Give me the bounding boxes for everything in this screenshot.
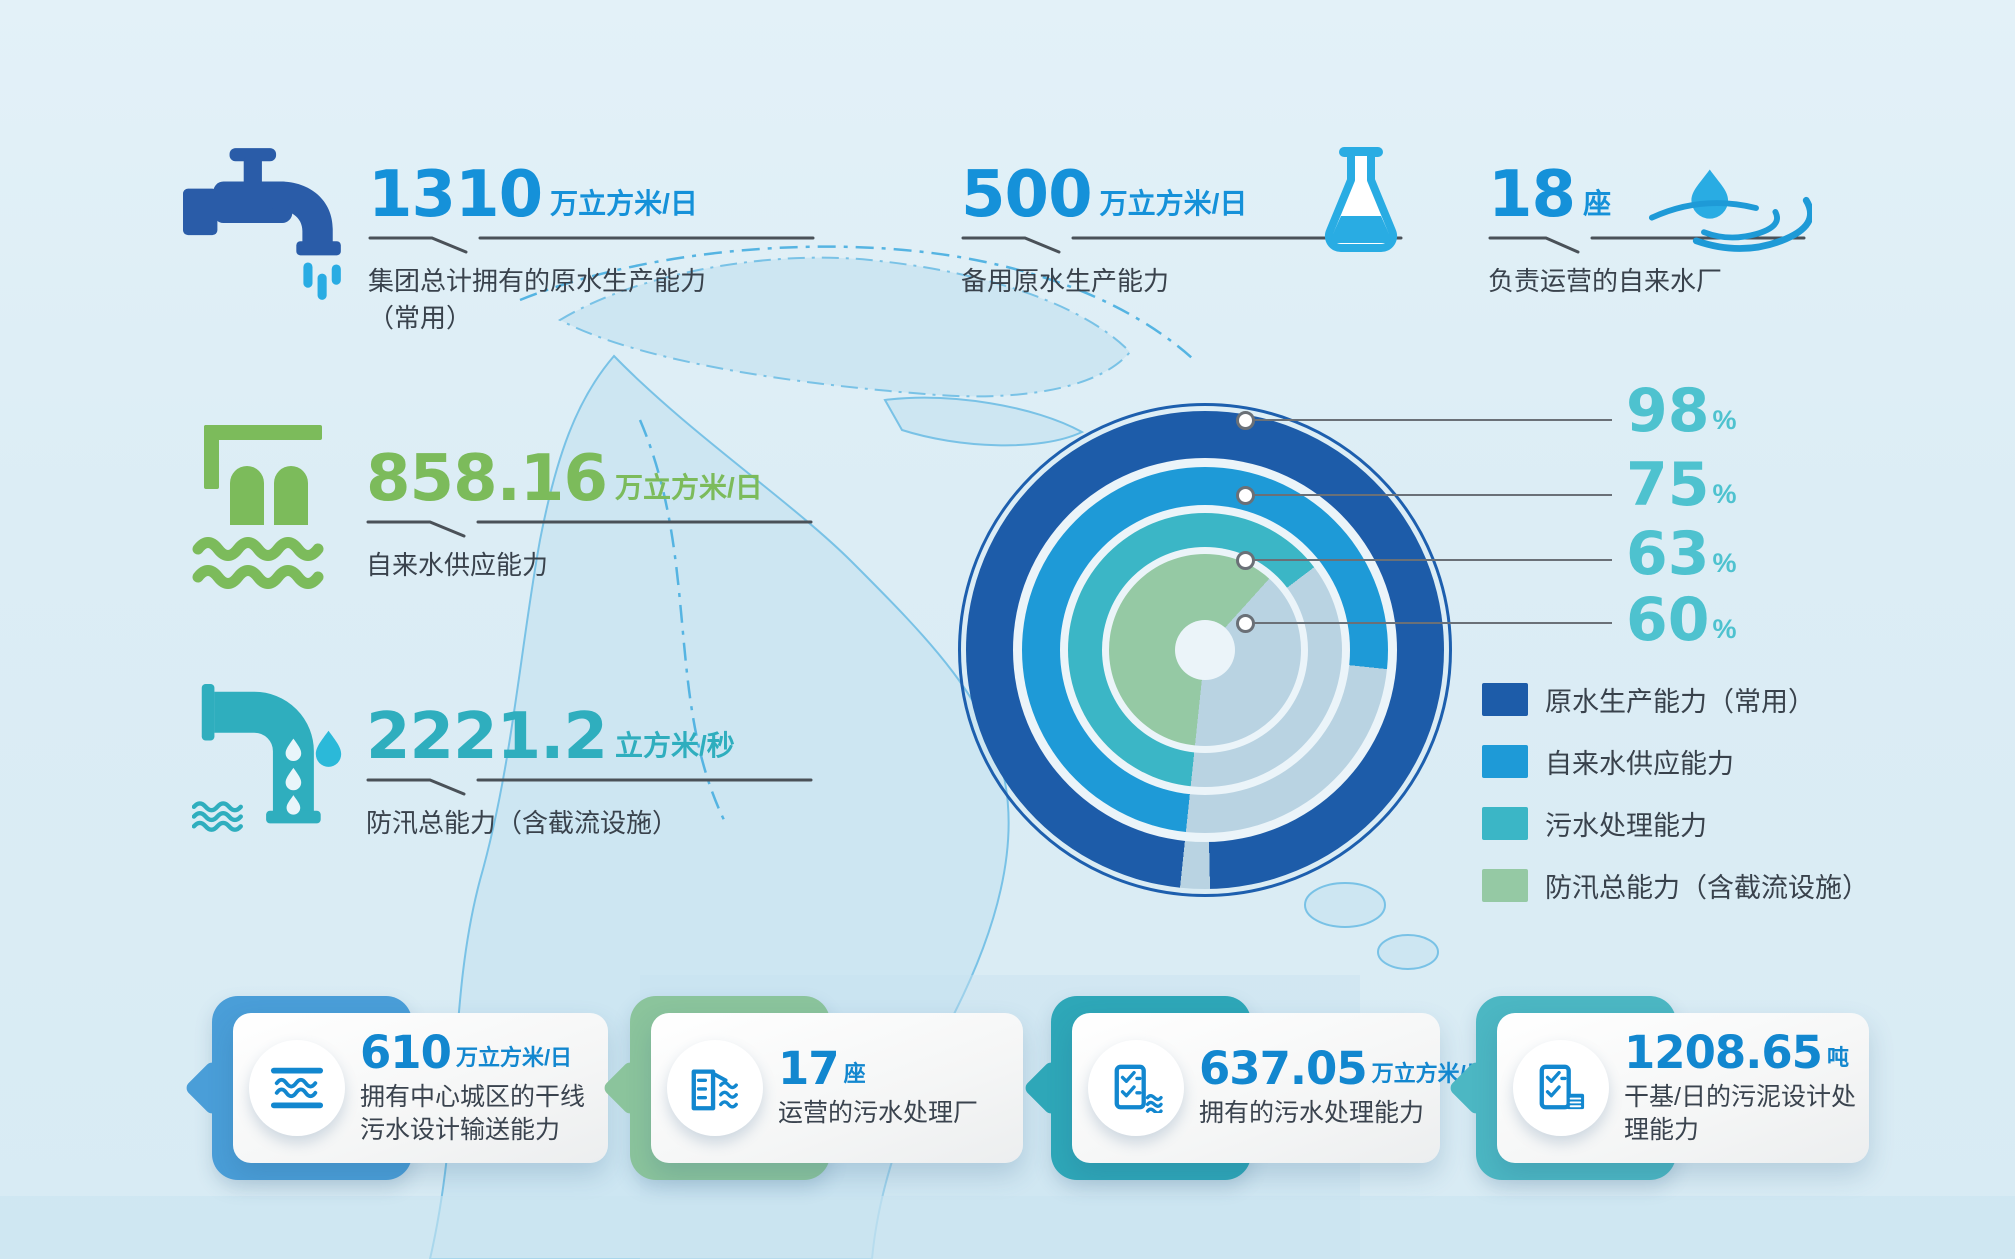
card-value: 610 <box>360 1025 452 1079</box>
card-value: 17 <box>778 1042 840 1095</box>
stat-flood-control: 2221.2 立方米/秒 防汛总能力（含截流设施） <box>366 700 813 842</box>
stat-tap-water-supply: 858.16 万立方米/日 自来水供应能力 <box>366 442 813 584</box>
stat-value: 1310 <box>368 158 543 232</box>
card-unit: 万立方米/日 <box>455 1044 573 1070</box>
legend-swatch-sage <box>1482 868 1528 902</box>
card-unit: 吨 <box>1826 1044 1849 1070</box>
stat-value: 2221.2 <box>366 700 608 774</box>
percent-label-flood: 60 % <box>1626 590 1737 650</box>
callout-line-60 <box>1250 622 1612 624</box>
percent-value: 63 <box>1626 519 1710 589</box>
card-icon-circle <box>1088 1040 1184 1136</box>
stat-description-line2: （常用） <box>368 303 473 334</box>
faucet-icon <box>183 148 341 300</box>
stat-description: 负责运营的自来水厂 <box>1488 266 1723 297</box>
map-boundary-dashdot <box>519 245 1193 823</box>
percent-value: 98 <box>1626 376 1710 446</box>
card-value: 1208.65 <box>1624 1025 1823 1079</box>
checklist-waves-icon <box>1114 1064 1163 1113</box>
radial-progress-chart <box>958 403 1452 897</box>
callout-line-98 <box>1250 419 1612 421</box>
legend-label: 防汛总能力（含截流设施） <box>1545 872 1869 903</box>
stat-unit: 万立方米/日 <box>614 472 763 504</box>
map-island-changxing <box>883 396 1085 447</box>
card-icon-circle <box>667 1040 763 1136</box>
legend-item: 自来水供应能力 <box>1482 744 1869 779</box>
card-sludge-treatment: 1208.65 吨 干基/日的污泥设计处理能力 <box>1497 1013 1869 1163</box>
underline-rule <box>368 236 815 254</box>
percent-label-sewage: 63 % <box>1626 524 1737 584</box>
stat-unit: 万立方米/日 <box>550 188 698 220</box>
legend-item: 原水生产能力（常用） <box>1482 682 1869 717</box>
sewage-mains-icon <box>270 1067 324 1109</box>
clipboard-doc-icon <box>1539 1064 1585 1110</box>
legend-swatch-dark-blue <box>1482 682 1528 716</box>
card-sewage-treatment: 637.05 万立方米/日 拥有的污水处理能力 <box>1072 1013 1488 1163</box>
card-treatment-plants: 17 座 运营的污水处理厂 <box>651 1013 1023 1163</box>
percent-sign: % <box>1712 405 1737 435</box>
percent-sign: % <box>1712 548 1737 578</box>
callout-dot <box>1236 551 1255 570</box>
stat-description: 自来水供应能力 <box>366 550 549 581</box>
callout-line-75 <box>1250 494 1612 496</box>
legend-item: 污水处理能力 <box>1482 806 1869 841</box>
card-description: 拥有中心城区的干线污水设计输送能力 <box>360 1082 586 1144</box>
percent-sign: % <box>1712 479 1737 509</box>
card-description: 拥有的污水处理能力 <box>1199 1099 1425 1127</box>
percent-label-raw-water: 98 % <box>1626 381 1737 441</box>
card-sewage-mains: 610 万立方米/日 拥有中心城区的干线污水设计输送能力 <box>233 1013 608 1163</box>
chart-center-hole <box>1175 620 1235 680</box>
legend-label: 原水生产能力（常用） <box>1545 686 1815 717</box>
callout-dot <box>1236 411 1255 430</box>
stat-value: 858.16 <box>366 442 608 516</box>
stat-waterworks-count: 18 座 负责运营的自来水厂 <box>1488 158 1806 300</box>
card-unit: 座 <box>843 1061 866 1086</box>
stat-backup-raw-water: 500 万立方米/日 备用原水生产能力 <box>961 158 1403 300</box>
map-islet <box>1377 934 1439 970</box>
callout-dot <box>1236 614 1255 633</box>
card-description: 干基/日的污泥设计处理能力 <box>1624 1082 1856 1144</box>
stat-description: 防汛总能力（含截流设施） <box>366 808 679 839</box>
stat-value: 500 <box>961 158 1093 232</box>
card-icon-circle <box>249 1040 345 1136</box>
stat-value: 18 <box>1488 158 1576 232</box>
chart-outline-circle <box>958 403 1452 897</box>
underline-rule <box>366 520 813 538</box>
legend-label: 污水处理能力 <box>1545 810 1707 841</box>
dam-icon <box>192 425 324 589</box>
chart-legend: 原水生产能力（常用） 自来水供应能力 污水处理能力 防汛总能力（含截流设施） <box>1482 682 1869 930</box>
map-islet <box>1304 882 1386 928</box>
flask-icon <box>1324 147 1398 253</box>
card-description: 运营的污水处理厂 <box>778 1099 979 1127</box>
callout-dot <box>1236 486 1255 505</box>
card-value: 637.05 <box>1199 1042 1368 1095</box>
drain-pipe-icon <box>192 683 342 832</box>
percent-label-tap-supply: 75 % <box>1626 455 1737 515</box>
map-water-band <box>0 1196 2015 1259</box>
legend-item: 防汛总能力（含截流设施） <box>1482 868 1869 903</box>
callout-line-63 <box>1250 559 1612 561</box>
stat-unit: 立方米/秒 <box>614 730 735 762</box>
underline-rule <box>366 778 813 796</box>
legend-label: 自来水供应能力 <box>1545 748 1734 779</box>
legend-swatch-blue <box>1482 744 1528 778</box>
stat-raw-water-capacity: 1310 万立方米/日 集团总计拥有的原水生产能力 （常用） <box>368 158 815 337</box>
legend-swatch-teal <box>1482 806 1528 840</box>
card-icon-circle <box>1513 1040 1609 1136</box>
map-island-chongming <box>557 256 1132 398</box>
treatment-plant-icon <box>691 1069 738 1111</box>
drop-ripple-icon <box>1648 169 1812 252</box>
stat-unit: 座 <box>1583 188 1612 220</box>
stat-description: 集团总计拥有的原水生产能力 <box>368 266 707 297</box>
stat-description: 备用原水生产能力 <box>961 266 1170 297</box>
stat-unit: 万立方米/日 <box>1099 188 1248 220</box>
percent-value: 60 <box>1626 585 1710 655</box>
percent-sign: % <box>1712 614 1737 644</box>
percent-value: 75 <box>1626 450 1710 520</box>
